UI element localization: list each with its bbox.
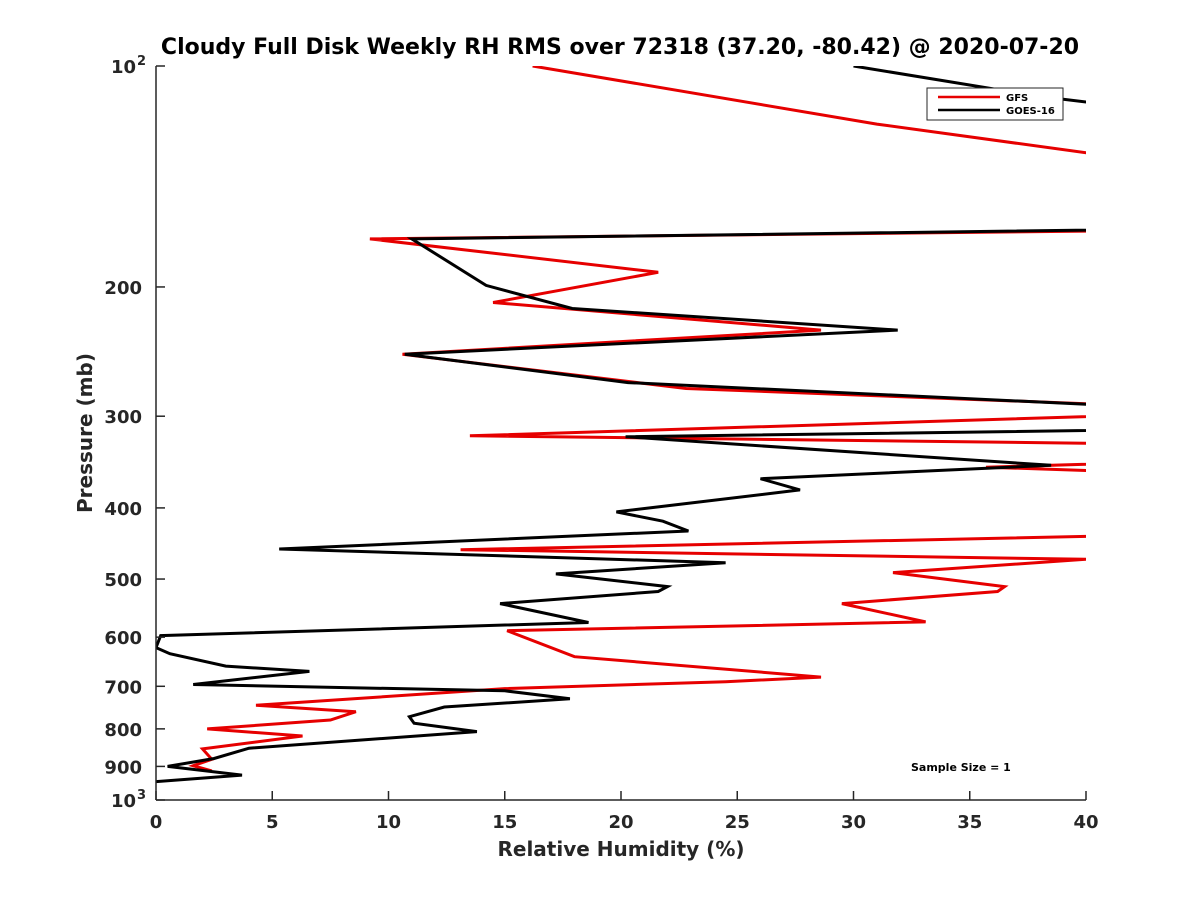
legend-label-gfs: GFS bbox=[1006, 93, 1028, 104]
x-tick-label: 0 bbox=[150, 812, 163, 833]
y-tick-label: 600 bbox=[104, 628, 142, 649]
y-tick-label: 700 bbox=[104, 677, 142, 698]
y-tick-label: 500 bbox=[104, 570, 142, 591]
x-tick-label: 10 bbox=[376, 812, 401, 833]
x-tick-label: 30 bbox=[841, 812, 866, 833]
y-tick-label: 300 bbox=[104, 407, 142, 428]
sample-size-annotation: Sample Size = 1 bbox=[911, 761, 1011, 774]
series-group bbox=[156, 66, 1086, 784]
x-tick-label: 40 bbox=[1073, 812, 1098, 833]
x-tick-label: 20 bbox=[608, 812, 633, 833]
legend-box bbox=[926, 87, 1064, 121]
y-tick-label: 10 bbox=[111, 57, 136, 78]
x-axis-label: Relative Humidity (%) bbox=[497, 837, 744, 861]
legend: GFS GOES-16 bbox=[926, 87, 1064, 121]
series-line-gfs bbox=[188, 66, 1086, 773]
x-ticks: 0 5 10 15 20 25 30 35 40 bbox=[150, 791, 1099, 833]
x-tick-label: 35 bbox=[957, 812, 982, 833]
y-tick-label-exponent: 3 bbox=[137, 788, 146, 803]
y-tick-label: 400 bbox=[104, 499, 142, 520]
x-tick-label: 15 bbox=[492, 812, 517, 833]
x-tick-label: 5 bbox=[266, 812, 279, 833]
y-tick-label: 10 bbox=[111, 791, 136, 812]
y-axis-label: Pressure (mb) bbox=[73, 353, 97, 513]
y-tick-label: 200 bbox=[104, 278, 142, 299]
x-tick-label: 25 bbox=[725, 812, 750, 833]
series-line-goes16 bbox=[156, 66, 1086, 784]
y-tick-label: 800 bbox=[104, 720, 142, 741]
y-tick-label: 900 bbox=[104, 757, 142, 778]
chart-title: Cloudy Full Disk Weekly RH RMS over 7231… bbox=[161, 35, 1079, 60]
legend-label-goes16: GOES-16 bbox=[1006, 106, 1055, 117]
y-tick-label-exponent: 2 bbox=[137, 54, 146, 69]
